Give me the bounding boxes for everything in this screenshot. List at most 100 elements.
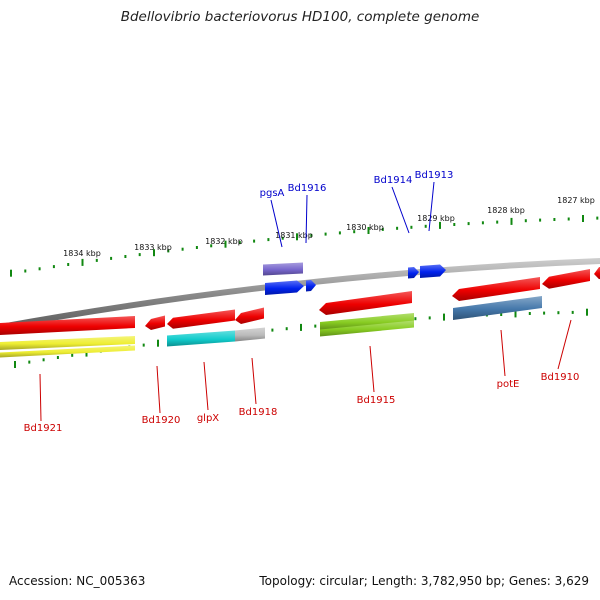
map-title: Bdellovibrio bacteriovorus HD100, comple… bbox=[120, 9, 480, 25]
outer-minor-tick bbox=[195, 246, 198, 249]
outer-minor-tick bbox=[596, 216, 599, 220]
kbp-label: 1830 kbp bbox=[346, 223, 384, 232]
inner-minor-tick bbox=[56, 356, 59, 359]
inner-minor-tick bbox=[314, 324, 317, 328]
kbp-label: 1833 kbp bbox=[134, 243, 172, 252]
inner-major-tick bbox=[514, 310, 517, 318]
gene-label-bd1913: Bd1913 bbox=[415, 170, 454, 181]
Bd1921-feature bbox=[0, 316, 135, 335]
outer-minor-tick bbox=[167, 249, 170, 253]
inner-minor-tick bbox=[500, 313, 503, 316]
inner-minor-tick bbox=[557, 311, 560, 315]
outer-major-tick bbox=[81, 258, 84, 266]
leader-line bbox=[203, 361, 209, 411]
leader-line bbox=[251, 357, 257, 405]
label-leader-lines bbox=[39, 181, 572, 422]
gene-label-bd1915: Bd1915 bbox=[357, 395, 396, 406]
gene-label-bd1920: Bd1920 bbox=[142, 415, 181, 426]
outer-minor-tick bbox=[253, 239, 256, 243]
inner-minor-tick bbox=[42, 358, 45, 362]
Bd1915-feature bbox=[319, 291, 412, 316]
outer-minor-tick bbox=[353, 230, 356, 234]
Bd1918-domain-bar bbox=[235, 327, 265, 342]
genome-stats-text: Topology: circular; Length: 3,782,950 bp… bbox=[259, 574, 589, 588]
Bd1920-feature bbox=[145, 315, 165, 330]
outer-minor-tick bbox=[381, 227, 384, 231]
outer-major-tick bbox=[367, 227, 370, 234]
kbp-label: 1831 kbp bbox=[275, 231, 313, 240]
inner-minor-tick bbox=[28, 360, 31, 364]
inner-major-tick bbox=[300, 323, 302, 331]
outer-major-tick bbox=[510, 217, 513, 225]
kbp-label: 1832 kbp bbox=[205, 237, 243, 246]
outer-major-tick bbox=[10, 269, 12, 277]
outer-minor-tick bbox=[567, 217, 570, 221]
Bd1916-feature bbox=[306, 280, 316, 292]
outer-minor-tick bbox=[124, 255, 127, 258]
outer-minor-tick bbox=[324, 232, 327, 236]
potE-domain-bar bbox=[453, 296, 542, 320]
inner-major-tick bbox=[14, 361, 16, 368]
outer-minor-tick bbox=[453, 223, 456, 226]
outer-minor-tick bbox=[38, 267, 41, 271]
Bd1915-domain-bar-1 bbox=[320, 313, 414, 330]
Bd1921-domain-bar-2 bbox=[0, 345, 135, 358]
inner-minor-tick bbox=[428, 316, 431, 320]
gene-label-bd1914: Bd1914 bbox=[374, 175, 413, 186]
outer-minor-tick bbox=[95, 258, 98, 262]
Bd1921-domain-bar-1 bbox=[0, 336, 135, 350]
outer-minor-tick bbox=[210, 244, 213, 248]
leader-line bbox=[156, 365, 161, 414]
inner-major-tick bbox=[586, 308, 588, 316]
inner-minor-tick bbox=[271, 328, 274, 332]
accession-text: Accession: NC_005363 bbox=[9, 574, 146, 588]
gene-features bbox=[0, 262, 600, 358]
outer-minor-tick bbox=[539, 218, 542, 222]
leader-line bbox=[500, 329, 506, 377]
Bd1914-feature bbox=[408, 266, 419, 279]
inner-minor-tick bbox=[543, 311, 546, 315]
inner-minor-tick bbox=[285, 327, 288, 331]
potE-feature bbox=[452, 277, 540, 301]
outer-minor-tick bbox=[138, 253, 141, 257]
leader-line bbox=[369, 345, 375, 393]
kbp-label: 1834 kbp bbox=[63, 249, 101, 258]
leader-line bbox=[557, 319, 572, 370]
Bd1918-feature bbox=[235, 307, 264, 325]
outer-minor-tick bbox=[67, 263, 70, 266]
outer-minor-tick bbox=[338, 231, 341, 235]
Bd1910-feature bbox=[542, 269, 590, 289]
leader-line bbox=[428, 181, 435, 232]
outer-major-tick bbox=[296, 233, 298, 241]
leader-line bbox=[391, 186, 410, 234]
leader-line bbox=[305, 194, 308, 244]
inner-minor-tick bbox=[571, 310, 574, 314]
edge-feature bbox=[594, 267, 600, 280]
outer-minor-tick bbox=[281, 236, 284, 240]
outer-scale-ticks bbox=[10, 215, 599, 277]
outer-minor-tick bbox=[24, 269, 27, 273]
kbp-scale-labels: 1834 kbp 1833 kbp 1832 kbp 1831 kbp 1830 kbp… bbox=[63, 196, 595, 258]
inner-minor-tick bbox=[528, 312, 531, 315]
outer-major-tick bbox=[153, 249, 155, 257]
gene-label-pgsa: pgsA bbox=[260, 188, 285, 199]
pgsA-feature bbox=[265, 280, 304, 295]
outer-minor-tick bbox=[467, 222, 470, 226]
outer-minor-tick bbox=[52, 265, 55, 269]
leader-line bbox=[270, 199, 283, 248]
glpX-domain-bar bbox=[167, 330, 235, 347]
outer-minor-tick bbox=[238, 241, 241, 245]
inner-major-tick bbox=[443, 313, 445, 321]
kbp-label: 1828 kbp bbox=[487, 206, 525, 215]
inner-major-tick bbox=[85, 349, 88, 357]
outer-major-tick bbox=[582, 215, 584, 222]
outer-minor-tick bbox=[181, 247, 184, 251]
outer-major-tick bbox=[439, 221, 441, 229]
Bd1915-domain-bar-2 bbox=[320, 320, 414, 337]
outer-minor-tick bbox=[396, 226, 399, 230]
inner-minor-tick bbox=[71, 353, 74, 357]
outer-minor-tick bbox=[496, 220, 499, 224]
gene-label-bd1921: Bd1921 bbox=[24, 423, 63, 434]
